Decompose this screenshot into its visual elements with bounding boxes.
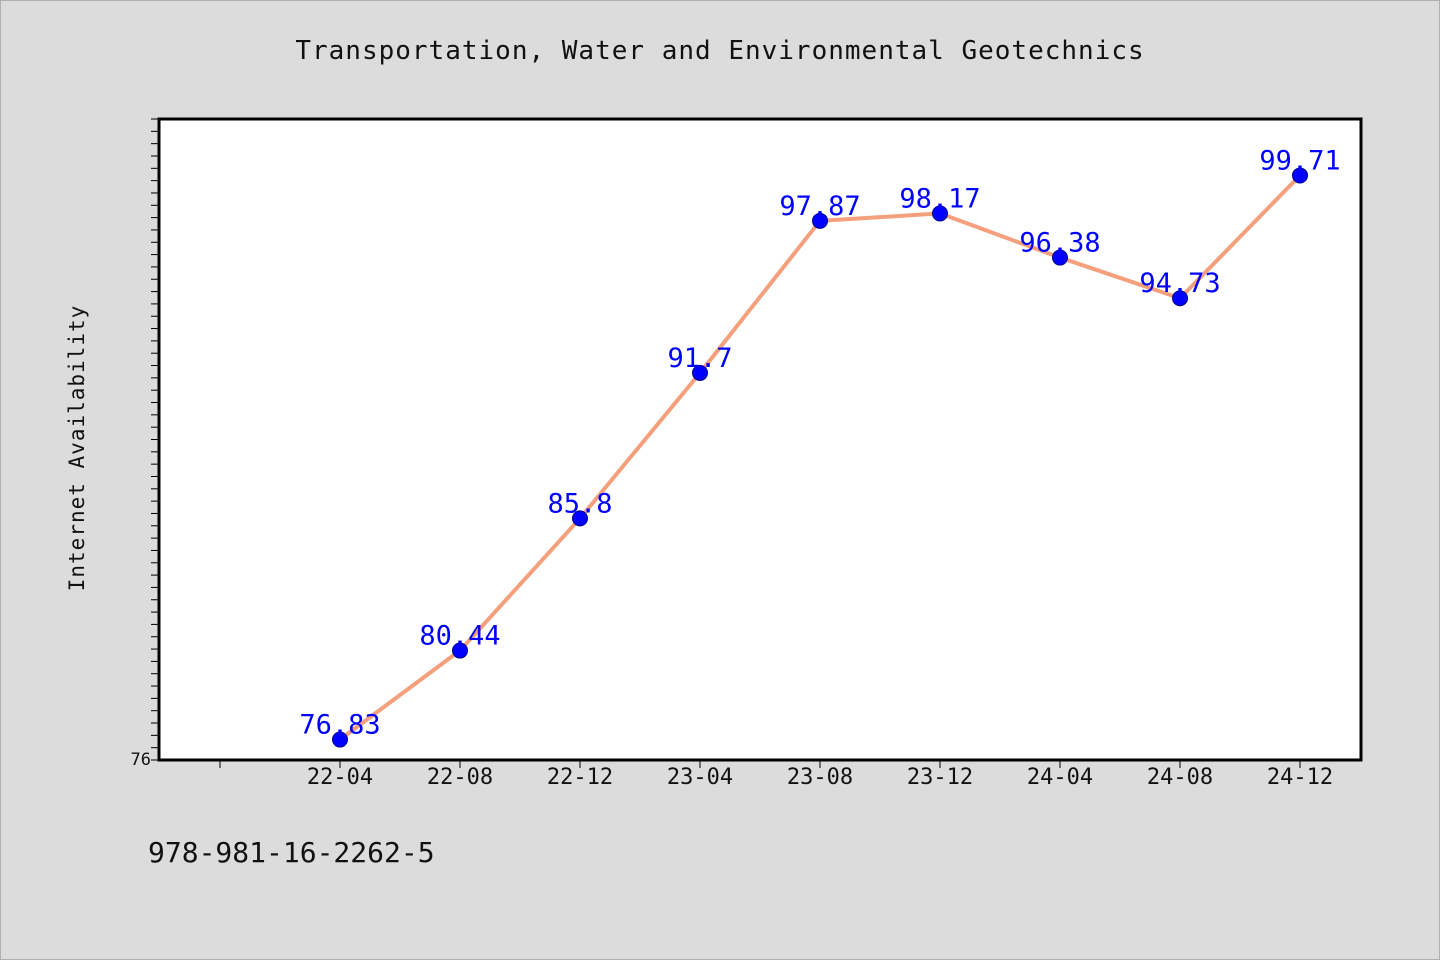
x-tick-label: 23-08 — [787, 765, 853, 790]
data-point — [932, 205, 948, 222]
data-point — [692, 364, 708, 381]
y-tick-label: 76 — [131, 750, 151, 770]
data-label: 80.44 — [419, 621, 500, 652]
x-tick-label: 24-12 — [1267, 765, 1333, 790]
data-point — [1052, 249, 1068, 266]
data-label: 99.71 — [1259, 145, 1340, 176]
data-point — [812, 212, 828, 229]
footnote-isbn: 978-981-16-2262-5 — [148, 836, 435, 869]
data-point — [1172, 290, 1188, 307]
series-markers — [332, 167, 1308, 748]
data-label: 97.87 — [779, 191, 860, 222]
data-label: 76.83 — [299, 710, 380, 741]
x-tick-label: 22-08 — [427, 765, 493, 790]
plot-area — [157, 117, 1363, 762]
data-label: 85.8 — [547, 488, 612, 519]
x-tick-label: 22-12 — [547, 765, 613, 790]
data-point — [452, 642, 468, 659]
chart-title: Transportation, Water and Environmental … — [295, 36, 1145, 66]
data-point — [332, 731, 348, 748]
data-label: 96.38 — [1019, 228, 1100, 259]
x-tick-label: 23-12 — [907, 765, 973, 790]
x-tick-label: 24-08 — [1147, 765, 1213, 790]
data-label: 98.17 — [899, 183, 980, 214]
y-axis-ticks: 76 — [131, 118, 159, 770]
x-axis-ticks: 22-04 22-08 22-12 23-04 23-08 23-12 24-04 24-08… — [219, 760, 1333, 790]
data-label: 91.7 — [667, 343, 732, 374]
x-tick-label: 22-04 — [307, 765, 373, 790]
data-point — [1292, 167, 1308, 184]
x-tick-label: 23-04 — [667, 765, 733, 790]
data-label: 94.73 — [1139, 268, 1220, 299]
x-tick-label: 24-04 — [1027, 765, 1093, 790]
data-point — [572, 510, 588, 527]
data-labels: 76.83 80.44 85.8 91.7 97.87 98.17 96.38 94.73 99… — [299, 145, 1340, 740]
